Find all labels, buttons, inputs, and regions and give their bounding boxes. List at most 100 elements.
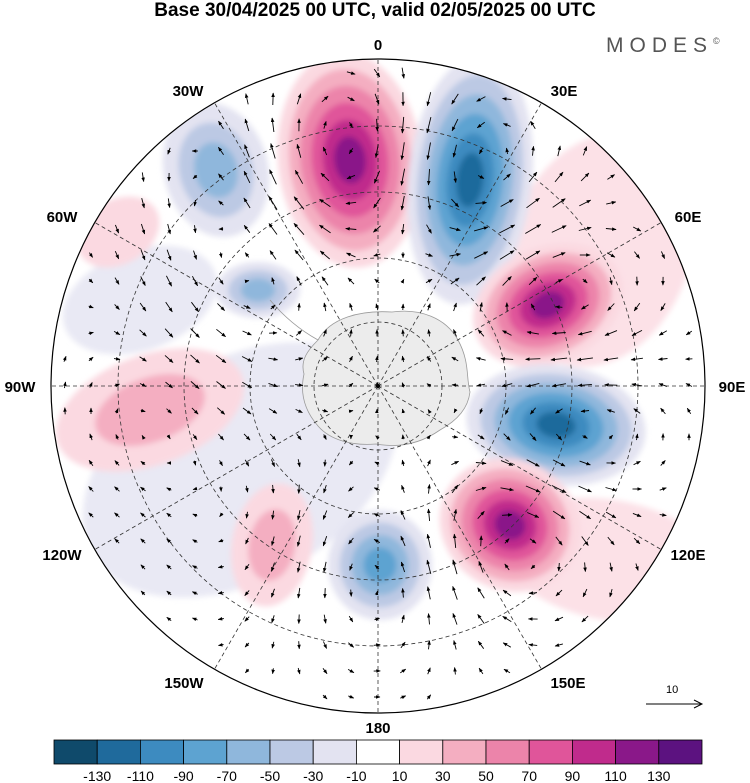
wind-vector <box>502 589 512 597</box>
wind-vector <box>346 71 356 75</box>
wind-vector <box>501 383 513 388</box>
wind-vector <box>192 565 198 570</box>
wind-vector <box>526 459 540 467</box>
wind-vector <box>426 142 431 160</box>
wind-vector <box>348 382 354 388</box>
wind-vector <box>635 433 639 441</box>
wind-vector <box>502 123 511 127</box>
wind-vector <box>244 93 249 105</box>
wind-vector <box>166 564 172 570</box>
wind-vector <box>319 198 331 208</box>
wind-vector <box>426 92 432 107</box>
wind-vector <box>348 537 354 545</box>
anomaly-center-negative-northwest <box>162 102 270 238</box>
wind-vector <box>322 668 328 675</box>
wind-vector <box>634 251 640 259</box>
wind-vector <box>579 199 592 207</box>
wind-vector <box>346 174 356 180</box>
wind-vector <box>660 251 666 260</box>
wind-vector <box>451 93 459 105</box>
wind-vector <box>451 460 460 466</box>
wind-vector <box>268 223 278 235</box>
wind-vector <box>451 356 459 362</box>
wind-vector <box>348 148 354 155</box>
wind-vector <box>500 199 514 207</box>
wind-vector <box>345 201 357 205</box>
wind-vector <box>215 354 227 364</box>
wind-vector <box>607 536 615 546</box>
wind-vector <box>375 118 379 132</box>
wind-vector <box>503 433 511 441</box>
wind-vector <box>400 195 405 211</box>
lon-label-60e: 60E <box>675 209 702 226</box>
wind-vector <box>373 170 381 184</box>
wind-vector <box>531 145 535 156</box>
lon-label-90w: 90W <box>5 379 37 396</box>
wind-vector <box>557 562 561 572</box>
wind-vector <box>609 562 613 572</box>
wind-vector <box>269 433 277 441</box>
wind-vector <box>88 356 94 362</box>
wind-vector <box>115 434 120 440</box>
wind-vector <box>453 408 458 414</box>
wind-vector <box>400 278 405 284</box>
wind-vector <box>526 382 540 388</box>
wind-vector <box>401 614 405 624</box>
wind-vector <box>190 381 200 389</box>
wind-vector <box>345 227 357 231</box>
wind-vector <box>141 435 146 440</box>
colorbar-box <box>96 739 141 765</box>
wind-vector <box>244 590 250 596</box>
wind-vector <box>373 253 381 257</box>
wind-vector <box>400 168 406 186</box>
wind-vector <box>529 433 537 441</box>
wind-vector <box>401 484 405 493</box>
wind-vector <box>477 175 485 179</box>
colorbar-label: 30 <box>435 768 451 783</box>
colorbar-box <box>226 739 271 765</box>
wind-vector <box>140 590 146 596</box>
wind-vector <box>347 512 355 518</box>
wind-vector <box>633 460 641 466</box>
wind-vector <box>297 641 301 650</box>
wind-vector <box>139 383 147 387</box>
wind-vector <box>113 331 121 335</box>
wind-vector <box>426 116 432 134</box>
wind-vector <box>114 408 119 414</box>
wind-vector <box>293 222 305 235</box>
colorbar-box <box>269 739 314 765</box>
wind-vector <box>479 535 483 547</box>
colorbar-label: 110 <box>604 768 627 783</box>
wind-vector <box>217 564 224 569</box>
wind-vector <box>581 615 589 623</box>
lon-label-120e: 120E <box>670 547 705 564</box>
wind-vector <box>295 408 303 414</box>
wind-vector <box>244 118 250 132</box>
wind-vector <box>270 304 276 310</box>
anomaly-center-positive-north <box>277 59 423 268</box>
colorbar-label: -30 <box>303 768 323 783</box>
wind-vector <box>502 97 512 101</box>
wind-vector <box>88 304 94 309</box>
lon-label-30w: 30W <box>173 83 205 100</box>
wind-vector <box>525 224 542 234</box>
wind-vector <box>218 277 224 285</box>
wind-vector <box>190 354 200 364</box>
wind-vector <box>606 201 617 205</box>
wind-vector <box>62 355 67 362</box>
wind-vector <box>347 669 355 673</box>
wind-vector <box>139 329 147 337</box>
wind-vector <box>477 587 485 599</box>
wind-vector <box>401 67 405 79</box>
wind-vector <box>348 694 355 699</box>
wind-vector <box>241 356 253 362</box>
colorbar-label: 70 <box>521 768 537 783</box>
wind-vector <box>348 642 355 648</box>
wind-vector <box>190 328 200 338</box>
wind-vector <box>322 535 328 547</box>
wind-vector <box>268 408 278 414</box>
colorbar-label: 130 <box>647 768 671 783</box>
lon-label-0: 0 <box>374 37 382 54</box>
wind-vector <box>475 357 486 361</box>
wind-vector <box>322 561 327 573</box>
